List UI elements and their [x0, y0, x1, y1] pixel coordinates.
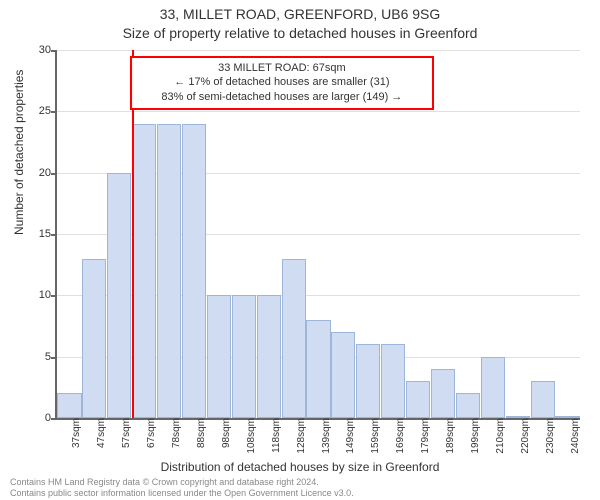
x-tick-label: 230sqm	[545, 418, 556, 454]
histogram-bar	[132, 124, 156, 418]
histogram-bar	[381, 344, 405, 418]
x-tick-label: 169sqm	[395, 418, 406, 454]
x-tick-label: 57sqm	[121, 418, 132, 448]
annotation-line: 33 MILLET ROAD: 67sqm	[138, 61, 425, 76]
annotation-line: ← 17% of detached houses are smaller (31…	[138, 75, 425, 90]
x-axis-label: Distribution of detached houses by size …	[0, 460, 600, 474]
x-tick-label: 199sqm	[470, 418, 481, 454]
histogram-plot: 05101520253037sqm47sqm57sqm67sqm78sqm88s…	[55, 50, 580, 420]
histogram-bar	[107, 173, 131, 418]
y-tick-label: 15	[39, 228, 57, 240]
y-axis-label: Number of detached properties	[12, 70, 26, 235]
x-tick-label: 189sqm	[445, 418, 456, 454]
x-tick-label: 67sqm	[146, 418, 157, 448]
y-tick-label: 30	[39, 44, 57, 56]
histogram-bar	[207, 295, 231, 418]
histogram-bar	[431, 369, 455, 418]
histogram-bar	[481, 357, 505, 418]
y-tick-label: 20	[39, 167, 57, 179]
x-tick-label: 88sqm	[196, 418, 207, 448]
x-tick-label: 220sqm	[520, 418, 531, 454]
histogram-bar	[257, 295, 281, 418]
histogram-bar	[456, 393, 480, 418]
histogram-bar	[406, 381, 430, 418]
histogram-bar	[356, 344, 380, 418]
x-tick-label: 128sqm	[296, 418, 307, 454]
footer-line-2: Contains public sector information licen…	[10, 488, 354, 498]
histogram-bar	[57, 393, 81, 418]
y-tick-label: 5	[45, 351, 57, 363]
footer-line-1: Contains HM Land Registry data © Crown c…	[10, 477, 354, 487]
footer-attribution: Contains HM Land Registry data © Crown c…	[10, 477, 354, 498]
histogram-bar	[282, 259, 306, 418]
histogram-bar	[531, 381, 555, 418]
chart-container: 33, MILLET ROAD, GREENFORD, UB6 9SG Size…	[0, 0, 600, 500]
gridline	[57, 50, 580, 51]
histogram-bar	[82, 259, 106, 418]
x-tick-label: 210sqm	[495, 418, 506, 454]
histogram-bar	[232, 295, 256, 418]
x-tick-label: 78sqm	[171, 418, 182, 448]
x-tick-label: 37sqm	[71, 418, 82, 448]
title-subtitle: Size of property relative to detached ho…	[0, 25, 600, 41]
x-tick-label: 139sqm	[321, 418, 332, 454]
y-tick-label: 0	[45, 412, 57, 424]
x-tick-label: 118sqm	[271, 418, 282, 453]
histogram-bar	[331, 332, 355, 418]
x-tick-label: 240sqm	[570, 418, 581, 454]
x-tick-label: 98sqm	[221, 418, 232, 448]
x-tick-label: 47sqm	[96, 418, 107, 448]
x-tick-label: 159sqm	[370, 418, 381, 454]
y-tick-label: 10	[39, 289, 57, 301]
histogram-bar	[157, 124, 181, 418]
histogram-bar	[182, 124, 206, 418]
annotation-box: 33 MILLET ROAD: 67sqm← 17% of detached h…	[130, 56, 433, 111]
x-tick-label: 179sqm	[420, 418, 431, 454]
title-address: 33, MILLET ROAD, GREENFORD, UB6 9SG	[0, 6, 600, 22]
x-tick-label: 108sqm	[246, 418, 257, 454]
x-tick-label: 149sqm	[345, 418, 356, 454]
y-tick-label: 25	[39, 105, 57, 117]
gridline	[57, 111, 580, 112]
histogram-bar	[306, 320, 330, 418]
annotation-line: 83% of semi-detached houses are larger (…	[138, 90, 425, 105]
